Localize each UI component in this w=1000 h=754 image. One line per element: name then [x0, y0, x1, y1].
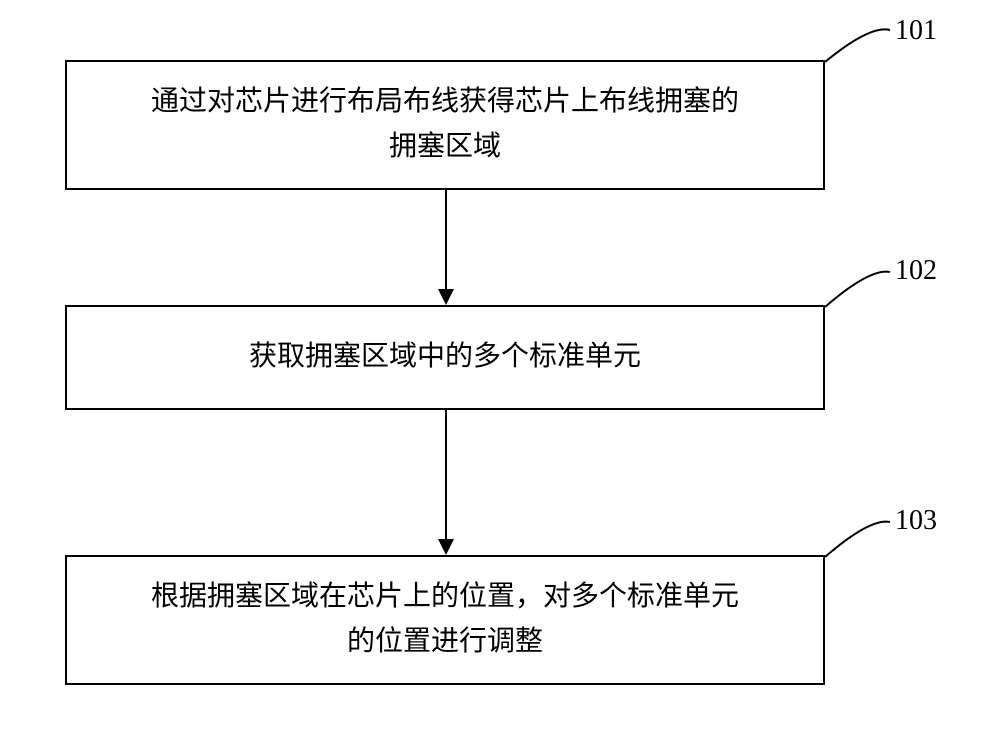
arrow-102-103: [445, 410, 447, 555]
flow-node-101: 通过对芯片进行布局布线获得芯片上布线拥塞的拥塞区域: [65, 60, 825, 190]
flow-node-102: 获取拥塞区域中的多个标准单元: [65, 305, 825, 410]
node-label-101: 101: [895, 15, 937, 47]
node-text: 获取拥塞区域中的多个标准单元: [249, 335, 641, 380]
node-label-102: 102: [895, 255, 937, 287]
node-label-103: 103: [895, 505, 937, 537]
node-text: 通过对芯片进行布局布线获得芯片上布线拥塞的拥塞区域: [151, 80, 739, 170]
flow-node-103: 根据拥塞区域在芯片上的位置，对多个标准单元的位置进行调整: [65, 555, 825, 685]
node-text: 根据拥塞区域在芯片上的位置，对多个标准单元的位置进行调整: [151, 575, 739, 665]
flowchart-canvas: 通过对芯片进行布局布线获得芯片上布线拥塞的拥塞区域 101 获取拥塞区域中的多个…: [0, 0, 1000, 754]
arrow-101-102: [445, 190, 447, 305]
